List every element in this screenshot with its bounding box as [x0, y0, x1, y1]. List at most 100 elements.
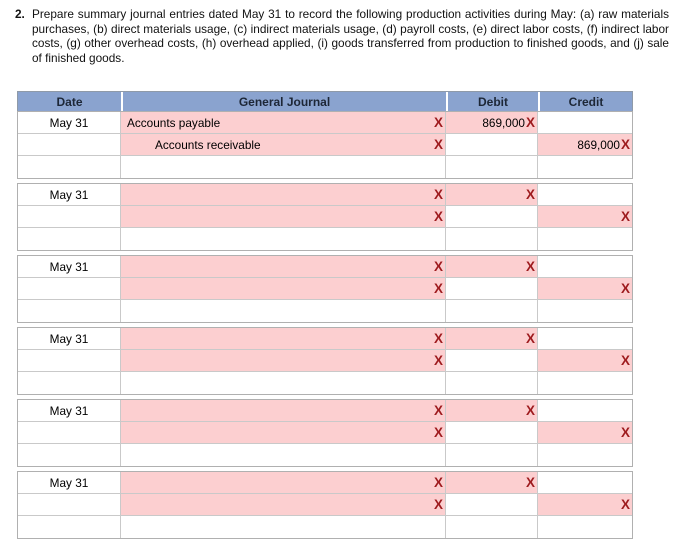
journal-entry-block-2: May 31 X X X X [17, 183, 633, 251]
credit-cell[interactable] [538, 184, 632, 205]
incorrect-mark-icon: X [433, 136, 443, 152]
blank-row [18, 516, 632, 538]
debit-cell [446, 444, 538, 466]
incorrect-mark-icon: X [620, 280, 630, 296]
debit-cell[interactable]: X [446, 184, 538, 205]
journal-row-credit: Accounts receivable X 869,000 X [18, 134, 632, 156]
credit-cell [538, 300, 632, 322]
debit-cell [446, 156, 538, 178]
account-cell[interactable]: Accounts receivable X [121, 134, 446, 155]
debit-cell[interactable]: X [446, 328, 538, 349]
blank-row [18, 444, 632, 466]
incorrect-mark-icon: X [620, 352, 630, 368]
credit-cell[interactable] [538, 256, 632, 277]
date-cell: May 31 [18, 328, 121, 349]
credit-cell[interactable]: X [538, 422, 632, 443]
incorrect-mark-icon: X [525, 330, 535, 346]
date-cell [18, 228, 121, 250]
account-cell[interactable]: X [121, 350, 446, 371]
incorrect-mark-icon: X [525, 114, 535, 130]
incorrect-mark-icon: X [433, 496, 443, 512]
credit-cell [538, 228, 632, 250]
incorrect-mark-icon: X [620, 136, 630, 152]
journal-row-credit: X X [18, 278, 632, 300]
account-cell[interactable]: X [121, 206, 446, 227]
debit-cell[interactable] [446, 278, 538, 299]
account-cell[interactable]: X [121, 184, 446, 205]
debit-cell[interactable] [446, 494, 538, 515]
incorrect-mark-icon: X [525, 474, 535, 490]
credit-cell[interactable] [538, 472, 632, 493]
date-cell: May 31 [18, 112, 121, 133]
account-cell[interactable]: X [121, 422, 446, 443]
credit-cell [538, 444, 632, 466]
account-cell[interactable]: X [121, 494, 446, 515]
journal-entry-block-4: May 31 X X X X [17, 327, 633, 395]
credit-cell[interactable] [538, 400, 632, 421]
credit-cell[interactable]: X [538, 494, 632, 515]
journal-row-debit: May 31 X X [18, 184, 632, 206]
account-name: Accounts payable [127, 115, 221, 130]
header-general-journal: General Journal [121, 92, 446, 111]
date-value: May 31 [49, 475, 89, 490]
journal-entry-block-3: May 31 X X X X [17, 255, 633, 323]
incorrect-mark-icon: X [433, 280, 443, 296]
date-cell [18, 494, 121, 515]
debit-cell[interactable]: X [446, 400, 538, 421]
incorrect-mark-icon: X [525, 402, 535, 418]
date-cell [18, 156, 121, 178]
account-cell[interactable]: X [121, 256, 446, 277]
account-cell[interactable]: Accounts payable X [121, 112, 446, 133]
date-cell [18, 422, 121, 443]
debit-cell[interactable]: 869,000 X [446, 112, 538, 133]
header-date: Date [56, 94, 83, 109]
question-number: 2. [15, 7, 25, 21]
debit-cell[interactable] [446, 350, 538, 371]
credit-cell[interactable]: 869,000 X [538, 134, 632, 155]
incorrect-mark-icon: X [433, 114, 443, 130]
date-value: May 31 [49, 259, 89, 274]
general-journal-table: Date General Journal Debit Credit May 31… [17, 91, 633, 539]
date-cell [18, 516, 121, 538]
credit-cell[interactable]: X [538, 206, 632, 227]
credit-cell[interactable]: X [538, 278, 632, 299]
incorrect-mark-icon: X [433, 474, 443, 490]
credit-cell[interactable] [538, 328, 632, 349]
date-cell: May 31 [18, 184, 121, 205]
debit-cell[interactable] [446, 422, 538, 443]
credit-cell[interactable] [538, 112, 632, 133]
account-cell[interactable]: X [121, 472, 446, 493]
account-cell [121, 156, 446, 178]
incorrect-mark-icon: X [433, 208, 443, 224]
journal-row-debit: May 31 X X [18, 472, 632, 494]
journal-row-debit: May 31 X X [18, 400, 632, 422]
debit-cell[interactable] [446, 206, 538, 227]
account-cell[interactable]: X [121, 400, 446, 421]
account-name: Accounts receivable [155, 137, 261, 152]
debit-cell[interactable]: X [446, 472, 538, 493]
debit-cell[interactable] [446, 134, 538, 155]
incorrect-mark-icon: X [433, 258, 443, 274]
debit-value: 869,000 [482, 115, 525, 130]
incorrect-mark-icon: X [433, 186, 443, 202]
debit-cell[interactable]: X [446, 256, 538, 277]
journal-row-debit: May 31 Accounts payable X 869,000 X [18, 112, 632, 134]
debit-cell [446, 516, 538, 538]
date-cell: May 31 [18, 400, 121, 421]
credit-cell [538, 516, 632, 538]
incorrect-mark-icon: X [620, 424, 630, 440]
account-cell[interactable]: X [121, 278, 446, 299]
journal-row-credit: X X [18, 422, 632, 444]
date-cell [18, 206, 121, 227]
date-value: May 31 [49, 187, 89, 202]
journal-row-credit: X X [18, 350, 632, 372]
credit-cell[interactable]: X [538, 350, 632, 371]
incorrect-mark-icon: X [433, 352, 443, 368]
journal-row-debit: May 31 X X [18, 328, 632, 350]
journal-row-credit: X X [18, 206, 632, 228]
credit-value: 869,000 [577, 137, 620, 152]
account-cell[interactable]: X [121, 328, 446, 349]
date-cell: May 31 [18, 256, 121, 277]
account-cell [121, 300, 446, 322]
date-cell [18, 134, 121, 155]
